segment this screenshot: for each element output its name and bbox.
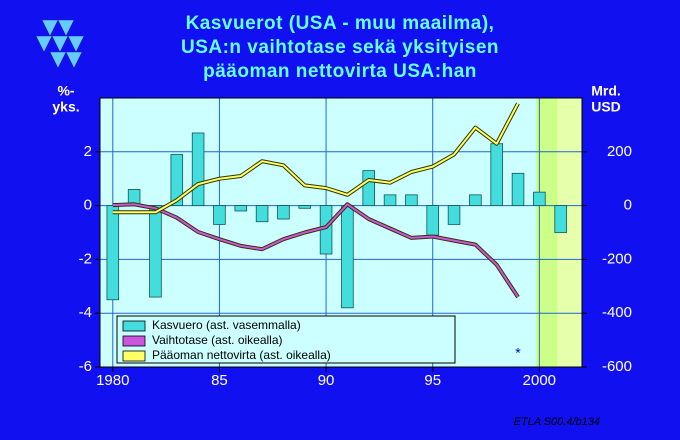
legend: Kasvuero (ast. vasemmalla)Vaihtotase (as… xyxy=(116,315,456,364)
x-tick-label: 1980 xyxy=(96,372,129,389)
bar xyxy=(298,205,312,209)
annotation: * xyxy=(515,345,521,361)
legend-label: Pääoman nettovirta (ast. oikealla) xyxy=(152,348,331,362)
legend-swatch xyxy=(122,335,146,347)
x-tick-label: 95 xyxy=(424,372,441,389)
bar xyxy=(149,205,162,298)
y2-tick-label: -200 xyxy=(602,250,632,267)
y2-tick-label: -600 xyxy=(602,358,632,375)
bar xyxy=(255,205,269,223)
plot-frame xyxy=(99,97,583,368)
bar xyxy=(362,170,375,207)
title-line: USA:n vaihtotase sekä yksityisen xyxy=(181,37,499,58)
bar xyxy=(170,154,184,207)
bar xyxy=(511,172,525,207)
footer: ETLA S00.4/b134 xyxy=(514,416,600,428)
bar xyxy=(234,205,248,212)
y-tick-label: -4 xyxy=(79,304,92,321)
line xyxy=(112,102,519,214)
legend-swatch xyxy=(122,350,146,362)
bar xyxy=(426,205,439,236)
y-label: %- xyxy=(57,83,74,99)
y-tick-label: 2 xyxy=(84,143,92,160)
legend-box xyxy=(116,315,456,364)
legend-label: Vaihtotase (ast. oikealla) xyxy=(152,333,283,347)
logo xyxy=(35,19,85,69)
legend-label: Kasvuero (ast. vasemmalla) xyxy=(152,318,301,332)
x-tick-label: 2000 xyxy=(523,372,556,389)
bar xyxy=(341,205,354,309)
y-label: yks. xyxy=(52,99,79,115)
y2-tick-label: 200 xyxy=(607,143,632,160)
bar xyxy=(554,205,567,233)
bar xyxy=(191,132,205,206)
title-line: pääoman nettovirta USA:han xyxy=(203,61,477,82)
bar xyxy=(277,205,290,220)
bar xyxy=(213,205,226,225)
legend-swatch xyxy=(122,320,146,332)
y2-label: Mrd. xyxy=(591,83,621,99)
title-line: Kasvuerot (USA - muu maailma), xyxy=(186,13,495,34)
bar xyxy=(405,194,418,206)
bar xyxy=(490,143,503,206)
bar xyxy=(533,191,546,206)
bar xyxy=(106,205,120,301)
y-tick-label: -6 xyxy=(79,358,92,375)
bar xyxy=(447,205,461,225)
x-tick-label: 90 xyxy=(318,372,335,389)
y2-label: USD xyxy=(591,99,621,115)
bar xyxy=(383,194,397,206)
line xyxy=(112,203,519,298)
forecast-shade xyxy=(536,98,558,367)
y2-tick-label: 0 xyxy=(624,197,632,214)
bar xyxy=(469,194,482,206)
x-tick-label: 85 xyxy=(211,372,228,389)
y-tick-label: 0 xyxy=(84,197,92,214)
y-tick-label: -2 xyxy=(79,250,92,267)
y2-tick-label: -400 xyxy=(602,304,632,321)
